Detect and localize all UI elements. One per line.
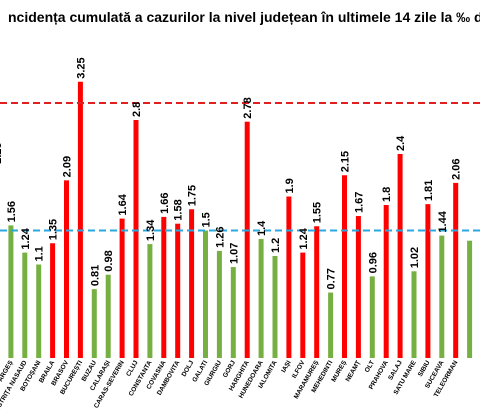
bar <box>216 250 222 358</box>
value-labels-group: 2.251.561.241.11.352.093.250.810.981.642… <box>0 57 463 289</box>
bar <box>203 230 208 358</box>
bar <box>383 205 389 358</box>
bar <box>244 121 250 358</box>
bar <box>147 244 153 358</box>
data-label: 1.67 <box>353 192 365 213</box>
bar <box>286 196 292 358</box>
data-label: 1.34 <box>145 219 157 241</box>
data-label: 1.35 <box>48 219 60 240</box>
data-label: 0.81 <box>89 265 101 286</box>
data-label: 1.02 <box>409 247 421 268</box>
data-label: 2.4 <box>395 135 407 151</box>
bar <box>453 182 459 358</box>
bar <box>119 218 125 358</box>
data-label: 1.24 <box>20 227 32 249</box>
bar <box>314 226 320 358</box>
data-label: 1.44 <box>437 210 449 232</box>
data-label: 1.81 <box>423 180 435 201</box>
bar <box>411 271 417 358</box>
reference-lines-group <box>0 102 480 232</box>
bar <box>8 225 14 358</box>
data-label: 1.56 <box>6 201 18 222</box>
data-label: 1.55 <box>312 202 324 223</box>
bars-group <box>8 81 473 358</box>
bar <box>328 292 334 358</box>
data-label: 0.96 <box>367 252 379 273</box>
data-label: 1.1 <box>34 246 46 261</box>
bar <box>425 204 431 358</box>
bar <box>230 267 236 358</box>
data-label: 1.9 <box>284 178 296 193</box>
data-label: 2.8 <box>131 102 143 117</box>
bar <box>77 81 83 358</box>
data-label: 2.09 <box>62 156 74 177</box>
data-label: 1.64 <box>117 193 129 215</box>
bar <box>369 276 375 358</box>
bar <box>272 256 278 358</box>
bar <box>64 180 69 358</box>
bar <box>300 252 306 358</box>
data-label: 2.78 <box>242 97 254 118</box>
data-label: 2.15 <box>340 151 352 172</box>
bar <box>439 235 445 358</box>
data-label: 2.25 <box>0 142 4 163</box>
data-label: 1.07 <box>228 243 240 264</box>
bar <box>355 216 361 358</box>
bar <box>189 209 195 358</box>
bar <box>91 289 97 358</box>
data-label: 1.4 <box>256 220 268 236</box>
bar <box>133 120 139 358</box>
bar <box>342 175 347 358</box>
category-label: IAȘI <box>280 359 292 374</box>
bar <box>258 239 264 358</box>
data-label: 1.66 <box>159 192 171 213</box>
chart-title: ncidența cumulată a cazurilor la nivel j… <box>8 9 480 25</box>
bar <box>467 240 473 358</box>
data-label: 1.58 <box>173 199 185 220</box>
data-label: 1.5 <box>201 212 213 227</box>
data-label: 0.77 <box>326 268 338 289</box>
bar <box>36 264 42 358</box>
bar <box>397 154 403 358</box>
data-label: 3.25 <box>75 57 87 78</box>
bar <box>50 243 56 358</box>
data-label: 1.2 <box>270 238 282 253</box>
bar <box>22 252 28 358</box>
data-label: 2.06 <box>451 158 463 179</box>
bar <box>161 216 167 358</box>
data-label: 1.26 <box>214 226 226 247</box>
category-label: OLT <box>364 359 376 373</box>
data-label: 1.24 <box>298 227 310 249</box>
bar <box>105 274 111 358</box>
bar <box>175 223 181 358</box>
data-label: 1.8 <box>381 187 393 202</box>
data-label: 0.98 <box>103 250 115 271</box>
data-label: 1.75 <box>187 185 199 206</box>
